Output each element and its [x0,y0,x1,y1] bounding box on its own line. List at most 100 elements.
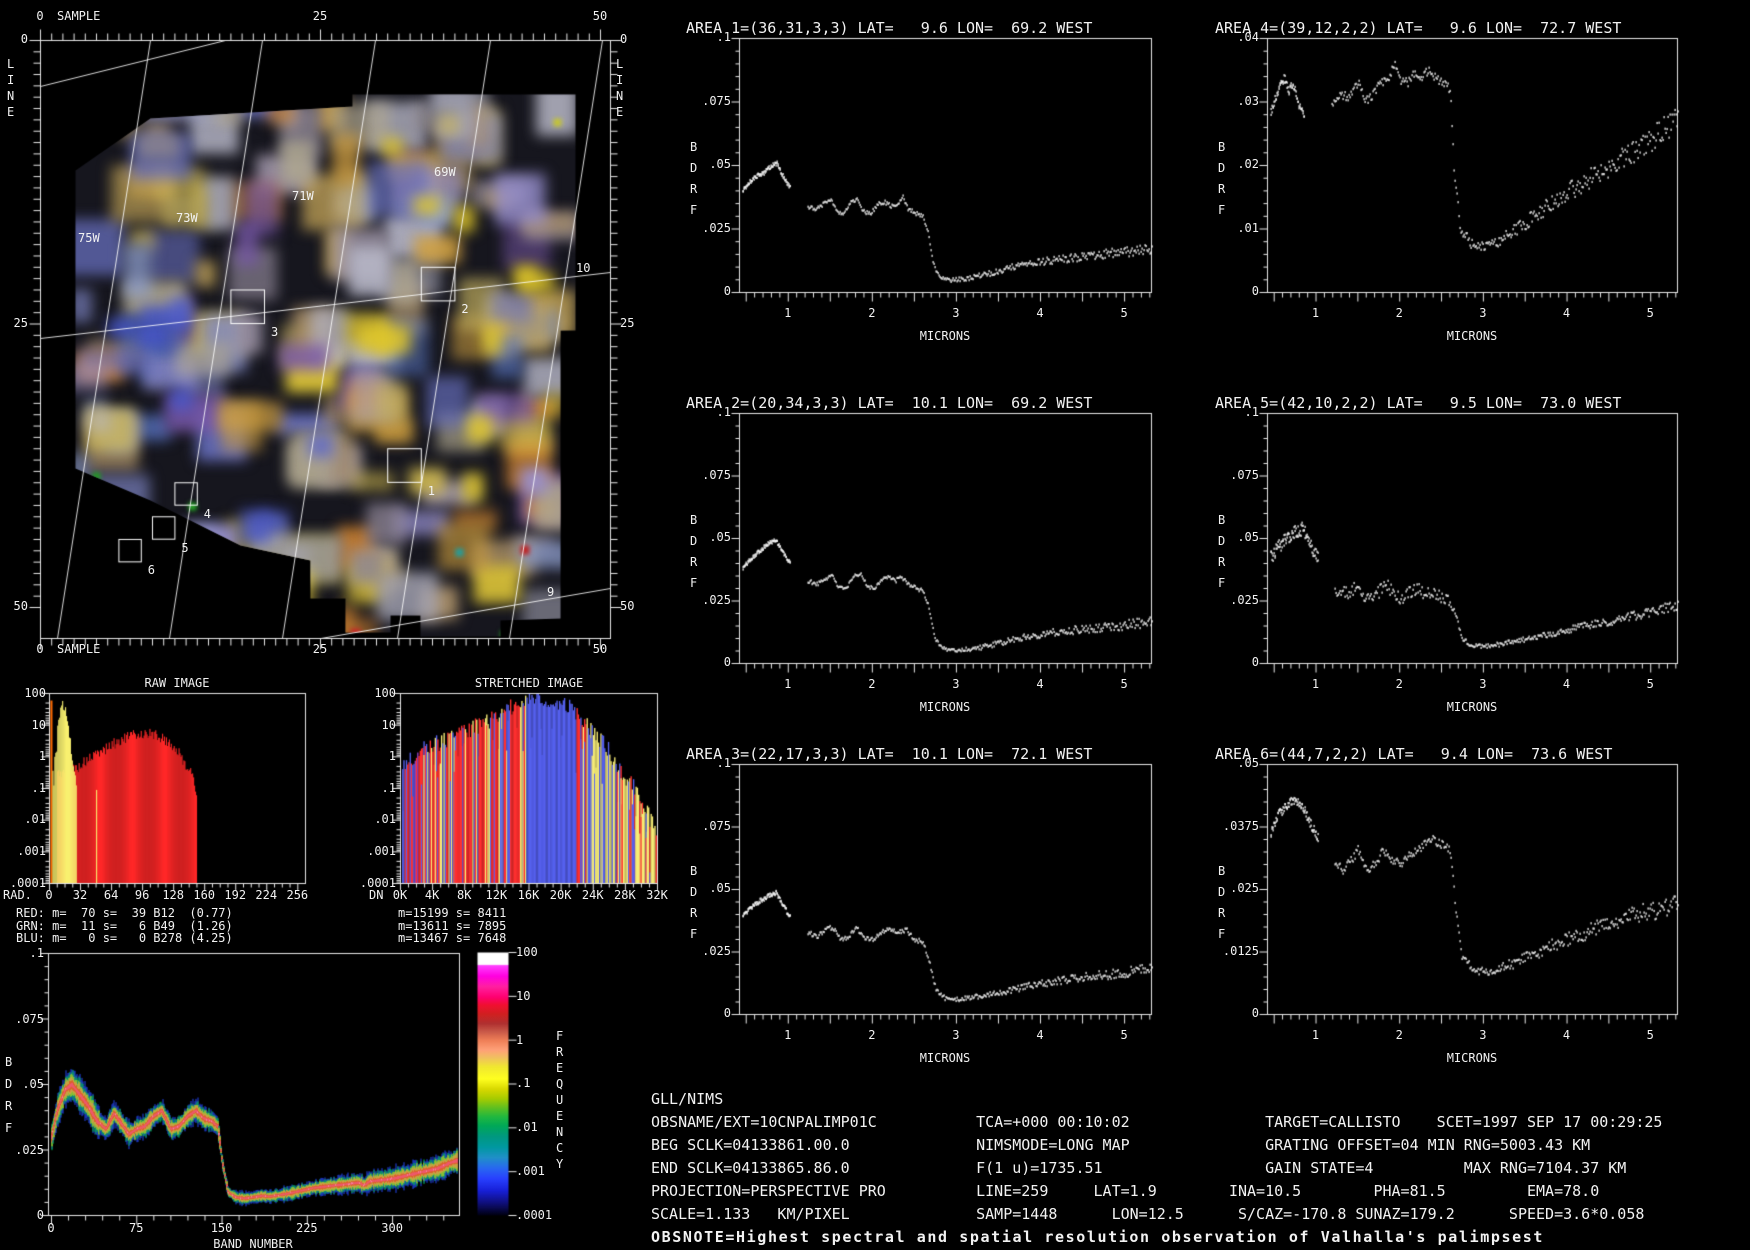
area-6-y-tick: .0125 [1222,943,1259,958]
instrument-name: GLL/NIMS [651,1090,724,1108]
area-2-y-axis-label: B D R F [690,513,698,590]
area-5-x-tick: 3 [1479,677,1487,691]
raw-hist-y-tick: .01 [24,812,46,826]
stretched-hist-x-tick: 12K [485,888,508,902]
area-2-x-tick: 1 [784,677,792,691]
area-1-y-tick: 0 [723,284,731,298]
map-meridian-label-75W: 75W [78,231,100,245]
raw-hist-x-tick: 160 [193,888,216,902]
area-1-y-tick: .025 [702,220,731,235]
area-1-title: AREA 1=(36,31,3,3) LAT= 9.6 LON= 69.2 WE… [686,19,1093,37]
raw-hist-x-tick: 64 [103,888,119,902]
area-4-x-tick: 5 [1646,306,1654,320]
map-line-tick-left: 50 [13,599,28,613]
band-plot-x-tick: 75 [129,1221,144,1235]
map-sample-tick-bottom: 25 [312,642,328,656]
area-3-y-tick: .05 [709,881,731,895]
map-area-marker-number-3: 3 [271,325,279,340]
colorbar-tick: 100 [516,945,538,959]
stretched-histogram-stat-3: m=13467 s= 7648 [398,931,507,945]
raw-histogram-x-axis-prefix: RAD. [3,888,32,902]
area-5-x-tick: 4 [1562,677,1571,691]
stretched-hist-x-tick: 20K [549,888,572,902]
area-2-x-tick: 4 [1036,677,1044,691]
area-6-x-tick: 1 [1311,1028,1320,1042]
area-6-x-tick: 4 [1562,1028,1571,1042]
map-area-marker-number-1: 1 [427,483,436,498]
stretched-hist-y-tick: .01 [374,812,396,826]
area-2-x-tick: 3 [952,677,960,691]
area-4-y-tick: .04 [1237,30,1259,44]
stretched-hist-x-tick: 16K [517,888,540,902]
stretched-histogram-title: STRETCHED IMAGE [474,676,584,690]
raw-hist-x-tick: 192 [224,888,247,902]
map-sample-tick-bottom: 50 [592,642,608,656]
blu-channel-values: m= 0 s= 0 B278 (4.25) [44,931,233,945]
area-5-y-tick: .075 [1230,467,1259,482]
stretched-hist-x-tick: 0K [392,888,408,902]
raw-histogram-title: RAW IMAGE [144,676,210,690]
raw-hist-x-tick: 224 [255,888,278,902]
raw-hist-y-tick: 100 [24,686,46,700]
area-3-x-tick: 4 [1036,1028,1044,1042]
area-5-y-tick: 0 [1251,655,1259,669]
area-3-y-tick: .1 [716,756,731,770]
area-4-y-tick: .03 [1237,93,1259,108]
map-line-axis-label-left: L I N E [7,57,15,119]
area-4-y-tick: .02 [1237,157,1259,171]
area-4-y-tick: 0 [1251,284,1259,298]
stretched-hist-y-tick: 10 [381,718,396,732]
area-2-y-tick: .025 [702,592,731,607]
map-line-tick-right: 25 [620,315,635,330]
area-2-y-tick: .1 [716,405,731,419]
grn-channel-label: GRN: [16,919,45,933]
info-line-scale: SCALE=1.133 KM/PIXEL SAMP=1448 LON=12.5 … [651,1205,1645,1223]
area-3-y-tick: .025 [702,943,731,958]
area-5-y-tick: .025 [1230,592,1259,607]
area-5-x-tick: 5 [1646,677,1654,691]
area-6-x-axis-label: MICRONS [1446,1051,1498,1065]
colorbar-tick: .001 [516,1164,545,1178]
band-plot-y-tick: .05 [22,1077,44,1091]
area-6-y-tick: .025 [1230,881,1259,895]
raw-hist-x-tick: 96 [134,888,150,902]
raw-hist-y-tick: .0001 [9,876,46,890]
map-line-tick-right: 0 [620,32,628,46]
band-plot-x-axis-label: BAND NUMBER [213,1237,293,1250]
band-plot-x-tick: 150 [210,1221,233,1235]
area-1-x-tick: 5 [1120,306,1128,320]
map-sample-axis-label-bottom: SAMPLE [57,642,101,656]
band-plot-y-tick: .075 [15,1012,44,1026]
map-sample-tick-bottom: 0 [36,642,44,656]
area-1-y-tick: .05 [709,157,731,171]
area-4-x-tick: 4 [1562,306,1571,320]
area-4-x-tick: 3 [1479,306,1487,320]
colorbar-tick: 10 [516,989,531,1003]
band-plot-y-tick: .025 [15,1143,44,1157]
area-4-x-tick: 1 [1311,306,1320,320]
area-1-x-tick: 1 [784,306,792,320]
stretched-histogram-x-axis-prefix: DN [369,888,384,902]
area-6-y-tick: 0 [1251,1006,1259,1020]
info-line-beg-sclk: BEG SCLK=04133861.00.0 NIMSMODE=LONG MAP… [651,1136,1591,1154]
map-sample-tick-top: 50 [592,9,608,23]
area-4-y-axis-label: B D R F [1218,140,1226,217]
map-line-tick-left: 0 [20,32,28,46]
red-channel-label: RED: [16,906,45,920]
stretched-hist-y-tick: .0001 [359,876,396,890]
stretched-hist-y-tick: .1 [381,781,396,795]
area-3-title: AREA 3=(22,17,3,3) LAT= 10.1 LON= 72.1 W… [686,745,1093,763]
area-3-y-tick: 0 [723,1006,731,1020]
map-sample-axis-label-top: SAMPLE [57,9,101,23]
area-4-x-axis-label: MICRONS [1446,329,1498,343]
info-line-obsname: OBSNAME/EXT=10CNPALIMP01C TCA=+000 00:10… [651,1113,1663,1131]
info-line-obsnote: OBSNOTE=Highest spectral and spatial res… [651,1228,1544,1246]
stretched-hist-y-tick: .001 [367,844,396,858]
raw-hist-x-tick: 32 [72,888,88,902]
band-plot-y-tick: 0 [36,1208,44,1222]
stretched-hist-y-tick: 1 [388,749,396,763]
map-line-axis-label-right: L I N E [616,57,624,119]
stretched-hist-x-tick: 4K [424,888,440,902]
map-parallel-label-9: 9 [547,585,555,599]
